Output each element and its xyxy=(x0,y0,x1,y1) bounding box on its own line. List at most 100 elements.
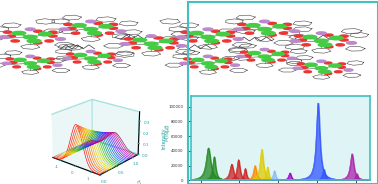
Circle shape xyxy=(38,59,50,62)
Circle shape xyxy=(107,57,115,59)
Circle shape xyxy=(177,36,186,38)
Circle shape xyxy=(287,57,296,59)
Circle shape xyxy=(62,57,71,60)
Circle shape xyxy=(238,23,246,25)
Circle shape xyxy=(34,30,42,32)
Circle shape xyxy=(231,64,240,66)
Circle shape xyxy=(268,50,275,52)
Circle shape xyxy=(297,63,305,65)
Circle shape xyxy=(73,24,86,27)
Circle shape xyxy=(303,35,317,39)
Circle shape xyxy=(85,57,97,60)
Circle shape xyxy=(260,20,270,23)
Circle shape xyxy=(278,59,285,61)
Circle shape xyxy=(290,30,300,32)
Circle shape xyxy=(211,30,220,32)
Circle shape xyxy=(33,68,41,70)
Circle shape xyxy=(128,42,136,44)
Y-axis label: dc /T: dc /T xyxy=(130,180,143,184)
Circle shape xyxy=(211,68,218,70)
Circle shape xyxy=(221,66,229,68)
Circle shape xyxy=(347,42,356,44)
Circle shape xyxy=(302,44,310,46)
Circle shape xyxy=(170,42,178,44)
Circle shape xyxy=(325,34,333,36)
Circle shape xyxy=(273,25,287,28)
Circle shape xyxy=(67,53,74,55)
Circle shape xyxy=(109,23,118,25)
Circle shape xyxy=(113,59,122,61)
Circle shape xyxy=(301,66,308,68)
Circle shape xyxy=(28,65,40,68)
Circle shape xyxy=(88,60,100,64)
Circle shape xyxy=(190,31,203,35)
Circle shape xyxy=(24,62,36,65)
Circle shape xyxy=(49,31,57,33)
Circle shape xyxy=(148,46,162,49)
Circle shape xyxy=(314,39,328,43)
Circle shape xyxy=(191,66,198,68)
Circle shape xyxy=(203,55,212,58)
Circle shape xyxy=(27,39,41,43)
Circle shape xyxy=(236,55,245,58)
Circle shape xyxy=(329,64,341,67)
Circle shape xyxy=(13,66,20,68)
Circle shape xyxy=(279,32,288,34)
Circle shape xyxy=(98,54,110,57)
Circle shape xyxy=(325,46,333,48)
Circle shape xyxy=(338,66,345,68)
Circle shape xyxy=(187,61,195,63)
Circle shape xyxy=(26,55,35,58)
Circle shape xyxy=(233,28,243,31)
Circle shape xyxy=(240,51,248,53)
Circle shape xyxy=(290,40,300,42)
Circle shape xyxy=(268,61,275,63)
Circle shape xyxy=(104,61,112,63)
Circle shape xyxy=(34,42,42,44)
Circle shape xyxy=(293,67,302,69)
Circle shape xyxy=(25,28,35,31)
Circle shape xyxy=(262,31,275,35)
Circle shape xyxy=(246,24,260,27)
Circle shape xyxy=(45,40,53,42)
Circle shape xyxy=(94,22,102,24)
Circle shape xyxy=(0,36,9,38)
Circle shape xyxy=(202,62,214,65)
Circle shape xyxy=(258,27,271,31)
Circle shape xyxy=(73,61,81,63)
Circle shape xyxy=(86,50,95,53)
Circle shape xyxy=(283,23,291,25)
Circle shape xyxy=(47,58,54,60)
Circle shape xyxy=(124,38,133,40)
Circle shape xyxy=(170,38,178,40)
Circle shape xyxy=(318,43,332,47)
Circle shape xyxy=(11,40,19,42)
Circle shape xyxy=(107,53,115,55)
Circle shape xyxy=(225,58,232,60)
Circle shape xyxy=(9,61,17,63)
Circle shape xyxy=(216,32,230,36)
Circle shape xyxy=(260,48,269,51)
Circle shape xyxy=(226,35,235,37)
Circle shape xyxy=(185,35,193,37)
Circle shape xyxy=(94,63,101,65)
Circle shape xyxy=(88,31,101,35)
Circle shape xyxy=(146,35,156,37)
Circle shape xyxy=(33,57,41,59)
Circle shape xyxy=(215,59,228,62)
Circle shape xyxy=(324,62,332,64)
Circle shape xyxy=(344,69,353,71)
Circle shape xyxy=(338,63,345,65)
Circle shape xyxy=(272,52,284,56)
Circle shape xyxy=(133,38,147,42)
Circle shape xyxy=(205,39,218,43)
Circle shape xyxy=(317,60,326,62)
Circle shape xyxy=(268,22,276,24)
Circle shape xyxy=(155,49,163,51)
Circle shape xyxy=(283,27,291,29)
Circle shape xyxy=(94,34,102,36)
Circle shape xyxy=(247,59,255,61)
Circle shape xyxy=(336,44,344,46)
Circle shape xyxy=(116,30,126,32)
Circle shape xyxy=(211,42,220,44)
